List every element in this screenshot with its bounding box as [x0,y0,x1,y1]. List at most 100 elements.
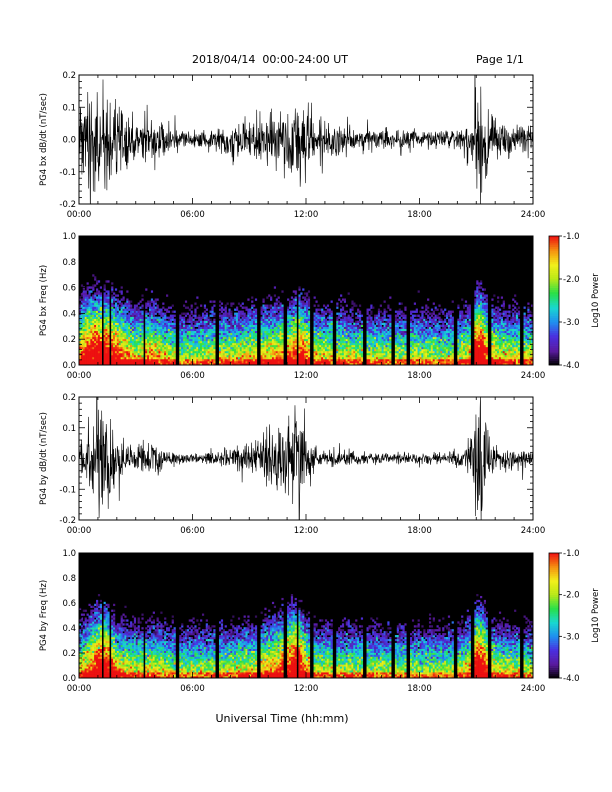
spectrogram-cell [288,336,292,340]
spectrogram-cell [122,314,125,317]
spectrogram-cell [368,330,371,334]
spectrogram-cell [262,360,265,364]
spectrogram-cell [294,306,297,309]
spectrogram-cell [243,340,246,344]
spectrogram-cell [239,310,242,313]
spectrogram-cell [417,336,420,340]
spectrogram-cell [192,314,195,317]
spectrogram-cell [328,318,331,321]
spectrogram-cell [111,344,114,348]
spectrogram-cell [279,328,282,332]
spectrogram-cell [419,338,422,342]
spectrogram-cell [290,326,294,330]
spectrogram-cell [245,322,248,325]
timeseries-panel-1: 00:00 06:00 12:00 18:00 24:00-0.2-0.10.00.10… [39,71,545,220]
spectrogram-cell [351,342,354,346]
spectrogram-cell [82,334,85,338]
spectrogram-cell [326,356,329,360]
spectrogram-cell [141,348,144,352]
spectrogram-cell [164,324,167,328]
spectrogram-cell [150,350,154,354]
spectrogram-cell [126,330,129,334]
spectrogram-cell [92,356,95,360]
spectrogram-cell [415,348,418,352]
spectrogram-cell [128,316,131,319]
spectrogram-cell [389,314,392,317]
spectrogram-cell [200,358,203,362]
spectrogram-cell [103,334,106,338]
spectrogram-cell [300,330,303,334]
spectrogram-cell [273,304,277,307]
spectrogram-cell [164,340,167,344]
spectrogram-cell [300,314,303,317]
spectrogram-cell [84,328,87,332]
spectrogram-cell [328,362,331,366]
spectrogram-cell [345,338,348,342]
spectrogram-cell [94,352,97,356]
spectrogram-cell [145,310,148,313]
spectrogram-cell [232,356,235,360]
spectrogram-cell [192,334,195,338]
spectrogram-cell [90,326,93,330]
spectrogram-cell [313,304,316,307]
spectrogram-cell [288,302,292,305]
spectrogram-cell [152,324,155,328]
spectrogram-cell [372,322,375,325]
spectrogram-cell [167,356,171,360]
spectrogram-cell [111,360,114,364]
spectrogram-cell [126,342,129,346]
spectrogram-cell [410,332,413,336]
spectrogram-cell [92,324,95,328]
spectrogram-cell [107,358,110,362]
spectrogram-cell [306,318,309,321]
spectrogram-cell [203,350,207,354]
spectrogram-cell [213,330,216,334]
spectrogram-cell [181,318,184,321]
spectrogram-cell [237,352,241,356]
spectrogram-cell [381,332,384,336]
spectrogram-cell [111,288,114,291]
spectrogram-cell [313,316,316,319]
spectrogram-cell [372,306,375,309]
spectrogram-cell [94,350,97,354]
spectrogram-cell [173,310,176,313]
spectrogram-cell [186,360,190,364]
spectrogram-cell [241,318,244,321]
spectrogram-cell [228,350,231,354]
spectrogram-cell [313,318,316,321]
spectrogram-cell [324,344,328,348]
spectrogram-cell [222,354,225,358]
spectrogram-cell [292,310,295,313]
spectrogram-cell [141,312,144,315]
spectrogram-cell [279,348,282,352]
spectrogram-cell [160,324,163,328]
spectrogram-cell [158,354,161,358]
spectrogram-cell [247,338,250,342]
spectrogram-cell [430,340,434,344]
spectrogram-cell [131,342,135,346]
spectrogram-cell [417,332,420,336]
spectrogram-cell [190,354,193,358]
spectrogram-cell [224,320,227,323]
spectrogram-cell [432,344,435,348]
spectrogram-cell [268,334,271,338]
spectrogram-cell [394,336,398,340]
spectrogram-cell [90,340,93,344]
spectrogram-cell [300,304,303,307]
spectrogram-cell [321,322,324,325]
spectrogram-cell [410,344,413,348]
spectrogram-cell [247,336,250,340]
spectrogram-cell [304,352,307,356]
spectrogram-cell [249,348,252,352]
x-tick-label: 18:00 [407,210,432,220]
spectrogram-cell [88,328,91,332]
spectrogram-cell [97,330,101,334]
spectrogram-cell [184,328,188,332]
spectrogram-cell [124,358,127,362]
spectrogram-cell [194,356,197,360]
spectrogram-cell [277,300,280,303]
spectrogram-cell [147,304,150,307]
spectrogram-cell [232,302,235,305]
spectrogram-cell [253,312,256,315]
spectrogram-cell [313,350,316,354]
